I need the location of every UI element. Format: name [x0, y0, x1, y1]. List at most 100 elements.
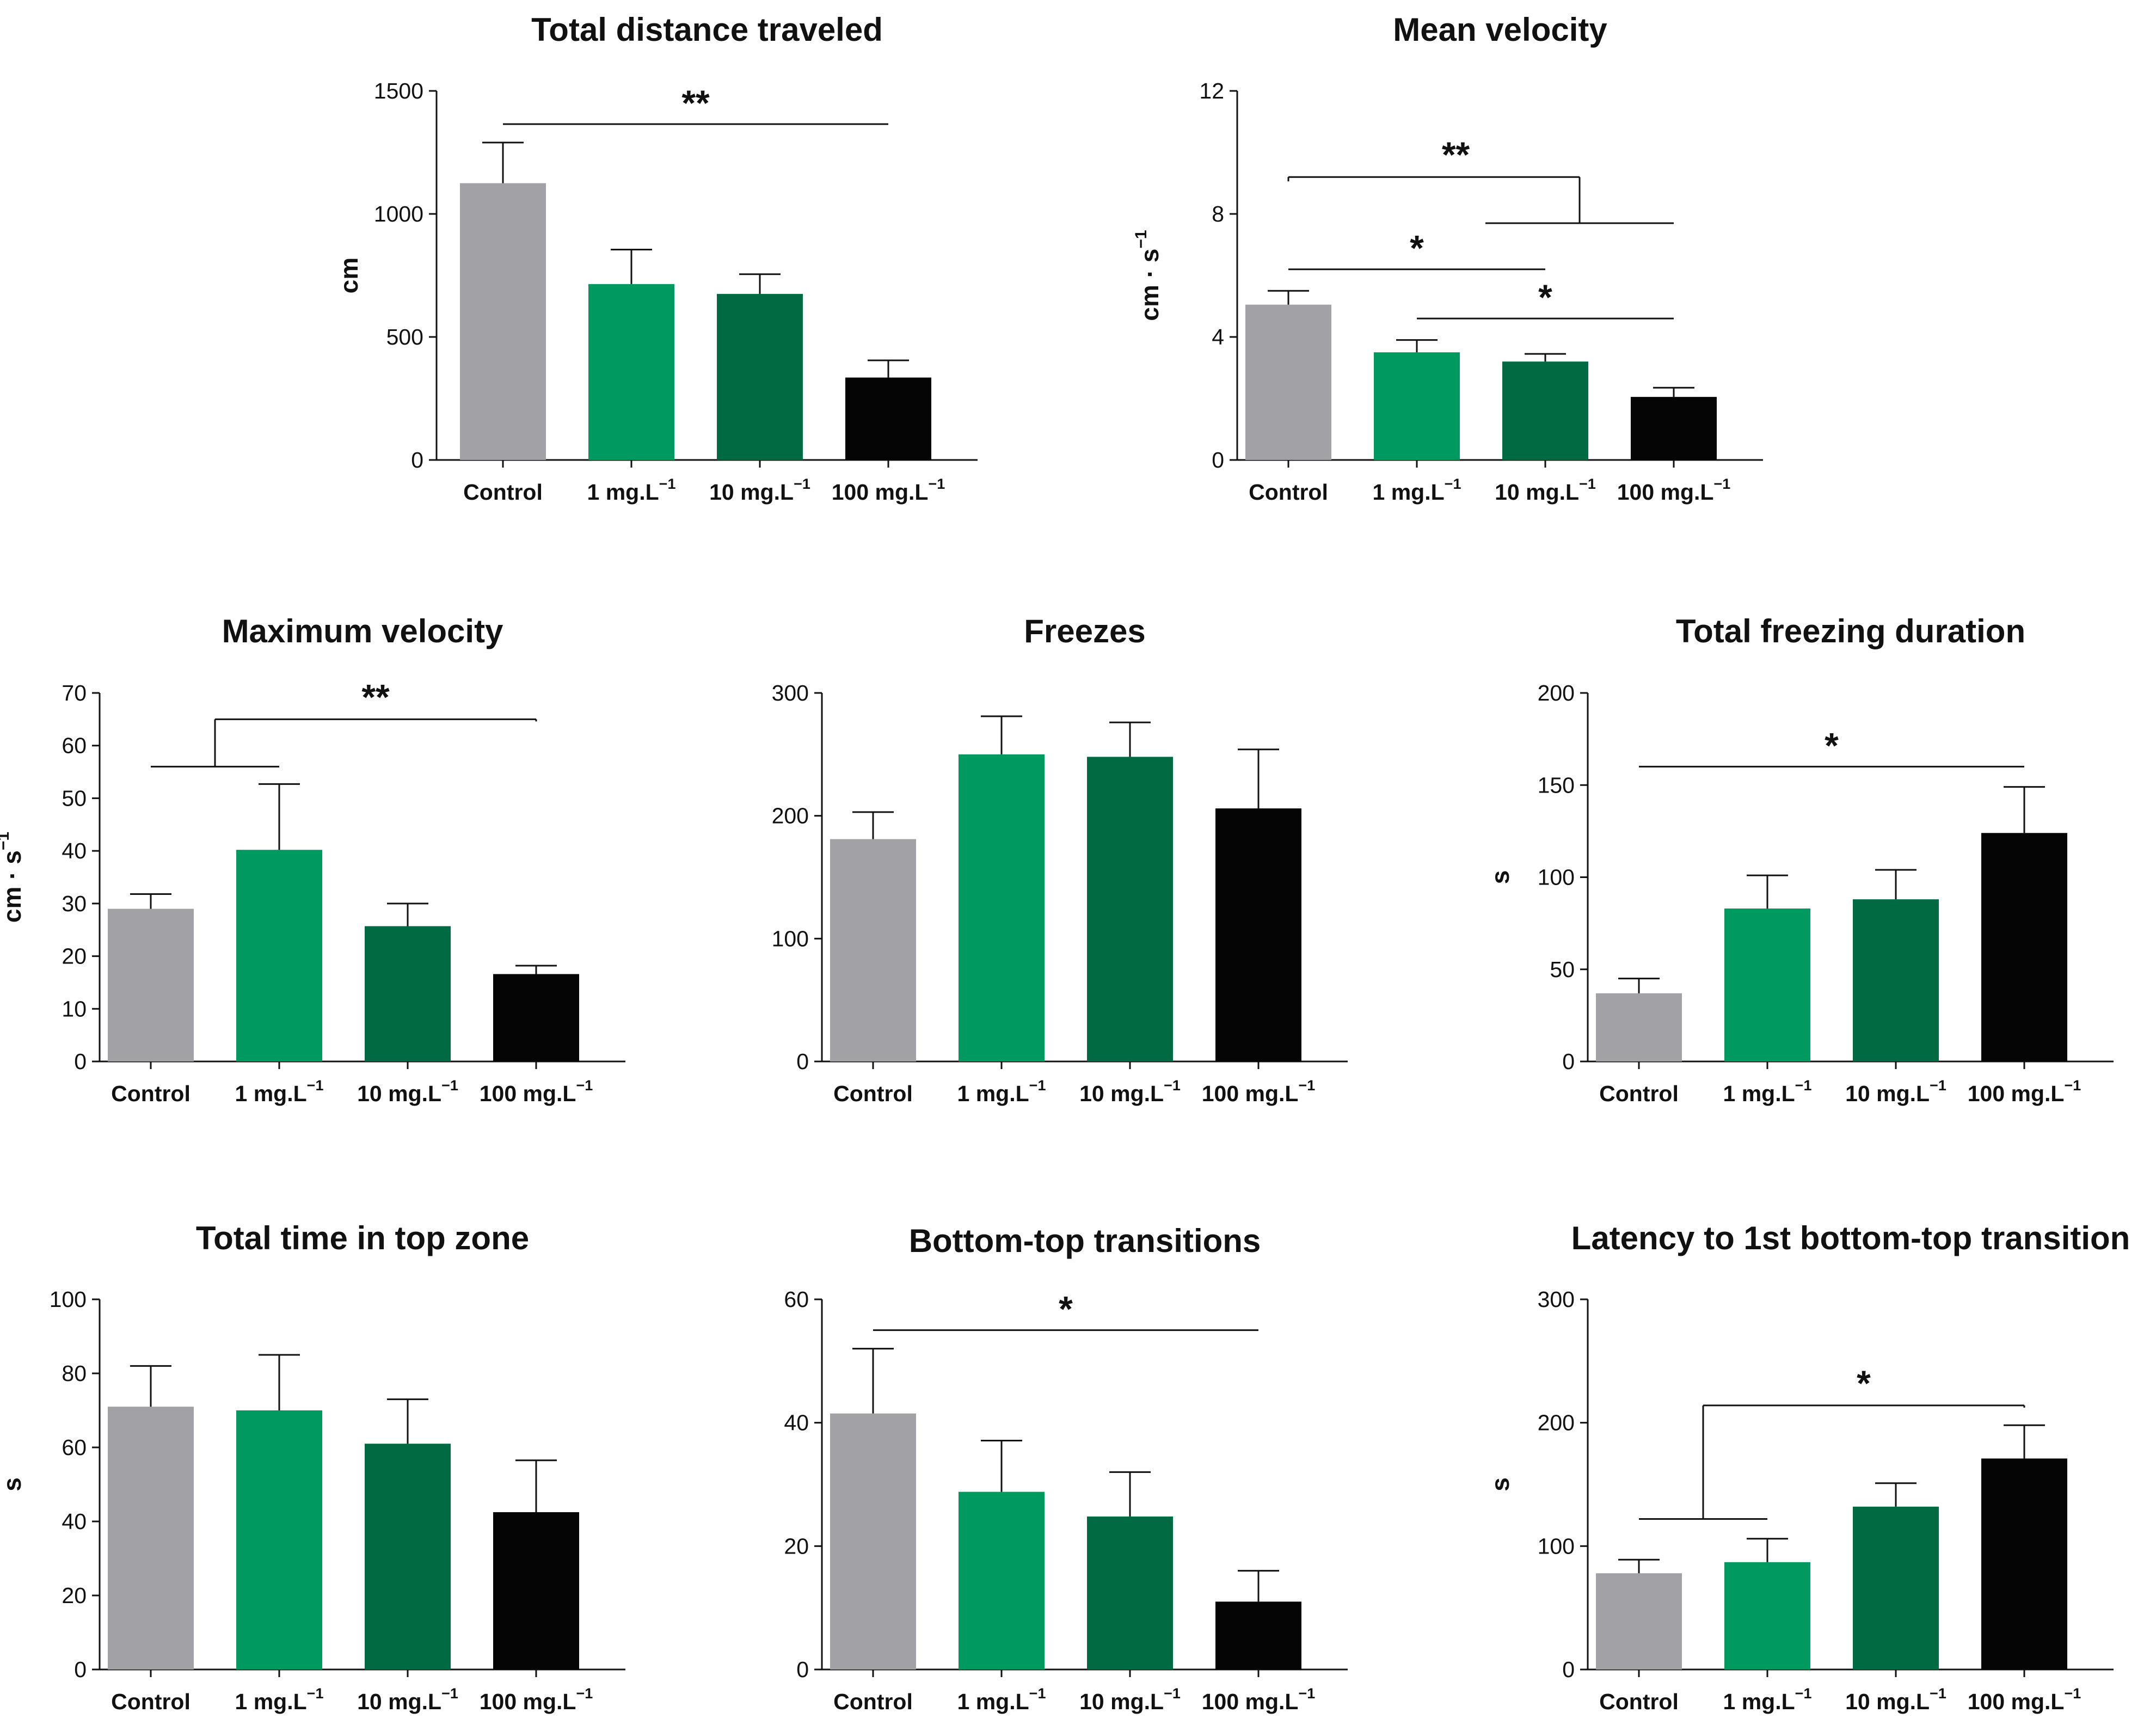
bar [1981, 1458, 2067, 1669]
x-tick-label-sup: −1 [1795, 1077, 1812, 1094]
chart-total-distance: Total distance traveled 0 500 1000 1500 cm Con… [335, 11, 978, 505]
x-tick-label-sup: −1 [576, 1077, 593, 1094]
x-tick-label: 10 mg.L−1 [1079, 1685, 1181, 1714]
chart-title: Latency to 1st bottom-top transition [1571, 1220, 2130, 1256]
y-tick-label: 100 [1538, 865, 1575, 890]
bar [460, 183, 546, 460]
bar [959, 754, 1045, 1061]
chart-title: Total distance traveled [531, 11, 883, 48]
significance-label: ** [681, 83, 710, 123]
x-tick-label-sup: −1 [1164, 1685, 1181, 1702]
y-tick-label: 30 [62, 891, 87, 916]
y-tick-label: 60 [62, 1435, 87, 1460]
y-tick-label: 150 [1538, 772, 1575, 797]
chart-max-velocity: Maximum velocity 0 10 20 30 40 50 60 70 cm · s−1 C… [0, 613, 625, 1106]
y-tick-label: 60 [784, 1287, 809, 1312]
y-tick-label: 100 [50, 1287, 87, 1312]
x-tick-label-sup: −1 [576, 1685, 593, 1702]
x-tick-label: Control [1599, 1081, 1679, 1106]
x-tick-label: 10 mg.L−1 [709, 476, 810, 505]
bar [1245, 304, 1331, 460]
bar [845, 377, 931, 460]
x-tick-label-sup: −1 [1930, 1077, 1946, 1094]
y-tick-label: 20 [62, 944, 87, 969]
y-tick-label: 10 [62, 996, 87, 1021]
y-tick-label: 40 [62, 1509, 87, 1534]
chart-mean-velocity: Mean velocity 0 4 8 12 cm · s−1 Control 1 mg.L−… [1132, 11, 1763, 505]
x-tick-label: Control [833, 1689, 913, 1714]
x-tick-label: 100 mg.L−1 [1617, 476, 1731, 505]
bar [493, 1512, 579, 1669]
y-tick-label: 100 [1538, 1533, 1575, 1558]
bar [588, 284, 674, 460]
x-tick-label: 10 mg.L−1 [357, 1685, 458, 1714]
y-tick-label: 0 [796, 1049, 809, 1074]
chart-title: Maximum velocity [222, 613, 503, 649]
x-tick-label: Control [833, 1081, 913, 1106]
y-tick-label: 300 [772, 680, 809, 705]
x-tick-label: 1 mg.L−1 [235, 1685, 324, 1714]
x-tick-label: 1 mg.L−1 [957, 1077, 1046, 1106]
significance-label: ** [361, 677, 390, 717]
chart-title: Total time in top zone [196, 1220, 529, 1256]
y-axis-label: s [1486, 870, 1514, 885]
bar [1981, 833, 2067, 1061]
x-tick-label-sup: −1 [659, 476, 676, 492]
significance-label: * [1825, 725, 1839, 765]
bar [1596, 1573, 1682, 1669]
y-tick-label: 20 [62, 1583, 87, 1608]
y-tick-label: 70 [62, 680, 87, 705]
bar [1502, 361, 1588, 460]
x-tick-label: 100 mg.L−1 [1202, 1685, 1316, 1714]
bar [365, 1444, 451, 1669]
x-tick-label-sup: −1 [441, 1077, 458, 1094]
y-tick-label: 8 [1212, 201, 1224, 226]
bar [236, 1410, 322, 1669]
x-tick-label-sup: −1 [1164, 1077, 1181, 1094]
y-tick-label: 0 [74, 1657, 87, 1682]
bar [1724, 909, 1810, 1061]
bar [1853, 899, 1939, 1061]
x-tick-label-sup: −1 [794, 476, 810, 492]
bar [1724, 1562, 1810, 1669]
x-tick-label-sup: −1 [1298, 1077, 1315, 1094]
bar [1374, 352, 1460, 460]
x-tick-label-sup: −1 [1579, 476, 1596, 492]
y-axis-label: s [0, 1477, 26, 1491]
y-tick-label: 300 [1538, 1287, 1575, 1312]
y-tick-label: 0 [74, 1049, 87, 1074]
y-tick-label: 0 [796, 1657, 809, 1682]
y-axis-label: cm · s−1 [1132, 230, 1164, 321]
x-tick-label-sup: −1 [1029, 1685, 1046, 1702]
chart-time-top-zone: Total time in top zone 0 20 40 60 80 100 s Contr… [0, 1220, 625, 1714]
x-tick-label: 1 mg.L−1 [235, 1077, 324, 1106]
x-tick-label: 10 mg.L−1 [1079, 1077, 1181, 1106]
significance-label: * [1410, 228, 1424, 268]
y-tick-label: 0 [411, 447, 423, 472]
y-tick-label: 200 [1538, 1410, 1575, 1435]
significance-label: ** [1442, 134, 1470, 175]
x-tick-label: Control [111, 1081, 191, 1106]
y-tick-label: 12 [1199, 78, 1224, 103]
bar [108, 909, 194, 1061]
chart-latency-transition: Latency to 1st bottom-top transition 0 100… [1486, 1220, 2130, 1714]
bar [1853, 1506, 1939, 1669]
y-axis-label: s [1486, 1477, 1514, 1491]
significance-label: * [1059, 1289, 1073, 1329]
bar [830, 839, 916, 1061]
x-tick-label-sup: −1 [2064, 1685, 2081, 1702]
bar [959, 1491, 1045, 1669]
bar [236, 850, 322, 1061]
x-tick-label: 1 mg.L−1 [957, 1685, 1046, 1714]
bar [1215, 808, 1301, 1061]
bar [493, 974, 579, 1061]
x-tick-label: 100 mg.L−1 [1202, 1077, 1316, 1106]
y-tick-label: 100 [772, 926, 809, 951]
bar [1087, 757, 1173, 1061]
y-axis-label-sup: −1 [1132, 230, 1150, 248]
x-tick-label-sup: −1 [1298, 1685, 1315, 1702]
x-tick-label-sup: −1 [441, 1685, 458, 1702]
bar [1087, 1516, 1173, 1669]
bar [1631, 397, 1717, 460]
